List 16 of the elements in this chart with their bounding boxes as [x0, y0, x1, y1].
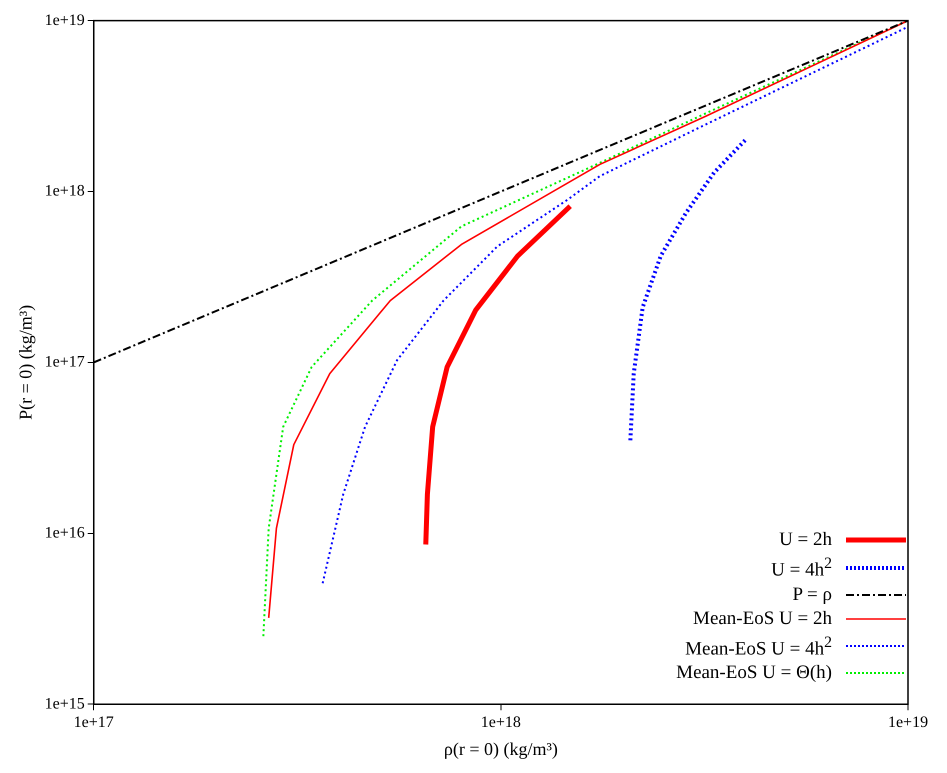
- y-tick-label: 1e+19: [44, 12, 85, 29]
- x-tick-label: 1e+18: [480, 714, 521, 732]
- x-tick-label: 1e+19: [888, 714, 928, 732]
- y-tick-label: 1e+18: [44, 182, 85, 200]
- x-axis-title: ρ(r = 0) (kg/m³): [444, 738, 558, 759]
- y-axis-title: P(r = 0) (kg/m³): [16, 304, 36, 420]
- y-tick-label: 1e+15: [44, 695, 85, 712]
- legend-label: Mean-EoS U = 2h: [693, 606, 832, 631]
- y-tick-label: 1e+17: [44, 354, 85, 371]
- legend-label: Mean-EoS U = 4h$^{2}$: [685, 632, 832, 661]
- legend-label: U = 2h: [779, 528, 832, 552]
- legend-label: U = 4h$^{2}$: [771, 554, 832, 583]
- legend-label: Mean-EoS U = Θ(h): [676, 661, 832, 685]
- y-tick-label: 1e+16: [44, 524, 85, 542]
- x-tick-label: 1e+17: [74, 714, 114, 732]
- legend-label: P = ρ: [792, 582, 832, 607]
